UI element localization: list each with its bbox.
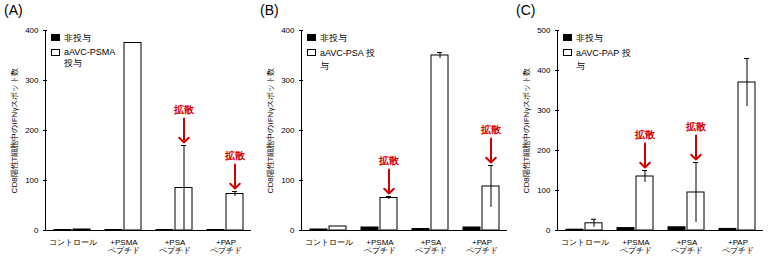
svg-text:+PSAペプチド: +PSAペプチド <box>671 238 703 255</box>
svg-text:拡散: 拡散 <box>378 155 400 166</box>
svg-text:+PSMAペプチド: +PSMAペプチド <box>620 238 652 255</box>
svg-text:300: 300 <box>25 76 39 85</box>
svg-text:拡散: 拡散 <box>634 129 656 140</box>
svg-text:拡散: 拡散 <box>480 124 502 135</box>
html-text:aAVC-PSMA 投与: aAVC-PSMA 投与 <box>64 47 115 68</box>
svg-text:400: 400 <box>281 26 295 35</box>
svg-text:コントロール: コントロール <box>305 238 353 247</box>
svg-text:拡散: 拡散 <box>685 121 707 132</box>
svg-text:CD8陽性T細胞中のIFNγスポット数: CD8陽性T細胞中のIFNγスポット数 <box>266 68 275 194</box>
svg-text:200: 200 <box>537 146 551 155</box>
html-text:(B): (B) <box>260 2 279 18</box>
html-text:非投与: 非投与 <box>320 33 347 43</box>
svg-text:+PSMAペプチド: +PSMAペプチド <box>364 238 396 255</box>
svg-text:100: 100 <box>281 176 295 185</box>
html-text:(C): (C) <box>516 2 536 18</box>
svg-text:+PAPペプチド: +PAPペプチド <box>722 238 754 255</box>
svg-text:0: 0 <box>546 226 551 235</box>
svg-text:400: 400 <box>25 26 39 35</box>
html-text:aAVC-PAP 投与: aAVC-PAP 投与 <box>576 48 631 71</box>
svg-text:拡散: 拡散 <box>224 150 246 161</box>
svg-text:300: 300 <box>281 76 295 85</box>
svg-text:300: 300 <box>537 106 551 115</box>
svg-text:拡散: 拡散 <box>173 104 195 115</box>
svg-text:コントロール: コントロール <box>49 238 97 247</box>
svg-text:+PSAペプチド: +PSAペプチド <box>159 238 191 255</box>
svg-text:+PSAペプチド: +PSAペプチド <box>415 238 447 255</box>
svg-text:+PAPペプチド: +PAPペプチド <box>466 238 498 255</box>
svg-text:CD8陽性T細胞中のIFNγスポット数: CD8陽性T細胞中のIFNγスポット数 <box>10 68 19 194</box>
svg-text:0: 0 <box>290 226 295 235</box>
svg-text:500: 500 <box>537 26 551 35</box>
html-text:aAVC-PSA 投与: aAVC-PSA 投与 <box>320 48 375 71</box>
svg-text:100: 100 <box>25 176 39 185</box>
svg-text:コントロール: コントロール <box>561 238 609 247</box>
svg-text:+PSMAペプチド: +PSMAペプチド <box>108 238 140 255</box>
svg-text:100: 100 <box>537 186 551 195</box>
html-text:(A): (A) <box>4 2 23 18</box>
svg-text:0: 0 <box>34 226 39 235</box>
svg-text:400: 400 <box>537 66 551 75</box>
svg-text:CD8陽性T細胞中のIFNγスポット数: CD8陽性T細胞中のIFNγスポット数 <box>522 68 531 194</box>
svg-text:200: 200 <box>281 126 295 135</box>
html-text:非投与: 非投与 <box>64 33 91 43</box>
svg-text:200: 200 <box>25 126 39 135</box>
html-text:非投与: 非投与 <box>576 33 603 43</box>
svg-text:+PAPペプチド: +PAPペプチド <box>210 238 242 255</box>
